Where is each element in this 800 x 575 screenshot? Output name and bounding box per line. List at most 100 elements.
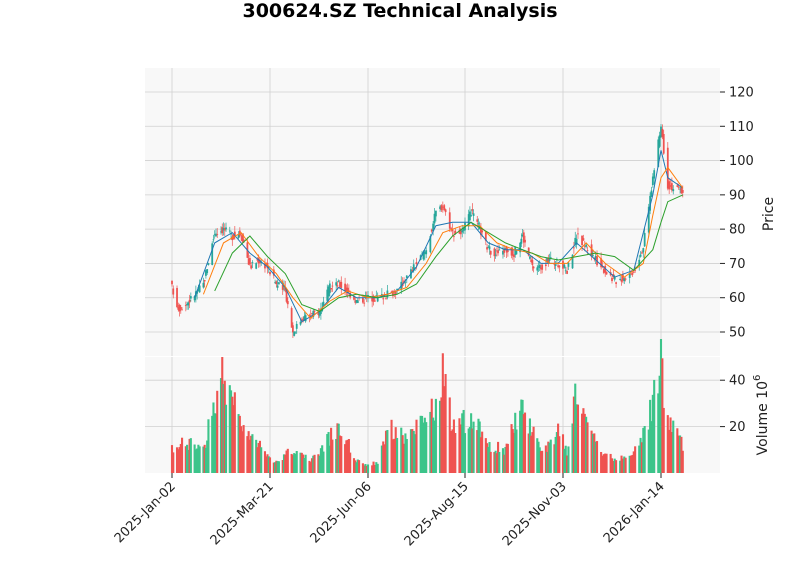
volume-bar [386, 429, 389, 473]
volume-bar [583, 413, 586, 473]
candle-body [557, 265, 559, 267]
volume-bar [628, 455, 631, 473]
candle-body [590, 244, 593, 257]
candle-body [318, 310, 321, 316]
volume-bar [432, 417, 435, 473]
candle-body [404, 282, 407, 284]
candle-body [548, 259, 551, 261]
volume-bar [293, 453, 296, 473]
candle-body [679, 188, 681, 190]
candle-body [522, 232, 525, 243]
volume-bar [487, 446, 490, 473]
volume-bar [383, 444, 386, 473]
volume-bar [373, 464, 376, 473]
volume-bar [620, 455, 623, 473]
volume-bar [233, 392, 236, 473]
candle-body [620, 279, 623, 282]
candle-body [396, 288, 398, 291]
volume-bar [170, 445, 174, 473]
candle-body [215, 233, 217, 237]
volume-bar [658, 375, 661, 473]
volume-bar [232, 405, 235, 473]
candle-body [450, 228, 453, 229]
volume-bar [412, 430, 415, 473]
volume-bar [212, 402, 215, 473]
volume-bar [317, 454, 320, 473]
volume-bar [558, 436, 561, 473]
candle-body [583, 246, 586, 248]
volume-bar [514, 412, 517, 473]
volume-bar [295, 451, 298, 473]
volume-bar [203, 444, 206, 473]
price-y-tick-label: 90 [729, 188, 746, 203]
volume-bar [640, 442, 643, 473]
candle-body [221, 227, 224, 234]
candle-body [281, 284, 284, 290]
candle-body [207, 263, 210, 265]
candle-body [326, 289, 329, 301]
volume-bar [434, 398, 437, 473]
volume-bar [258, 440, 261, 473]
candle-body [651, 176, 654, 186]
candle-body [203, 279, 206, 282]
volume-bar [380, 445, 383, 473]
candle-body [577, 233, 579, 235]
candle-body [362, 297, 364, 303]
candle-body [394, 292, 397, 295]
candle-body [353, 296, 355, 300]
volume-bar [515, 429, 518, 473]
candle-body [278, 282, 280, 285]
volume-bar [327, 432, 330, 473]
volume-bar [554, 436, 557, 473]
volume-bar [574, 383, 577, 473]
volume-bar [523, 412, 527, 473]
volume-bar [204, 447, 207, 473]
candle-body [345, 287, 348, 292]
candle-body [313, 311, 316, 313]
volume-bar [364, 464, 367, 473]
candle-body [193, 296, 196, 301]
candle-body [650, 190, 653, 197]
volume-bar [623, 456, 626, 473]
volume-bar [443, 386, 446, 473]
volume-bar [530, 435, 533, 473]
volume-bar [372, 461, 375, 473]
price-y-tick-label: 70 [729, 257, 746, 272]
candle-body [672, 189, 675, 192]
volume-bar [677, 435, 680, 473]
volume-bar [468, 427, 471, 473]
candle-body [481, 230, 484, 233]
volume-bar [653, 379, 656, 473]
candle-body [634, 270, 637, 271]
candle-body [196, 291, 199, 294]
candle-body [179, 306, 182, 310]
volume-bar [497, 441, 500, 473]
candle-body [514, 246, 517, 255]
candle-body [216, 234, 219, 235]
candle-body [631, 273, 634, 275]
volume-bar [256, 447, 259, 473]
candle-body [275, 281, 278, 285]
volume-bar [222, 383, 225, 473]
volume-bar [194, 449, 197, 473]
volume-bar [571, 423, 574, 473]
candle-body [462, 227, 465, 231]
candle-body [302, 318, 304, 322]
candle-body [371, 296, 374, 302]
candle-body [354, 300, 357, 303]
volume-bar [322, 451, 325, 473]
candle-body [433, 213, 436, 224]
volume-bar [196, 448, 199, 473]
candle-body [233, 231, 236, 237]
candle-body [331, 285, 334, 287]
volume-bar [440, 397, 443, 473]
candle-body [681, 190, 684, 193]
volume-bar [224, 404, 228, 473]
candle-body [248, 258, 251, 265]
volume-bar [486, 443, 489, 473]
candle-body [470, 215, 473, 217]
candle-body [643, 232, 646, 247]
candle-body [605, 272, 608, 275]
volume-bar [680, 436, 683, 473]
candle-body [330, 288, 332, 290]
